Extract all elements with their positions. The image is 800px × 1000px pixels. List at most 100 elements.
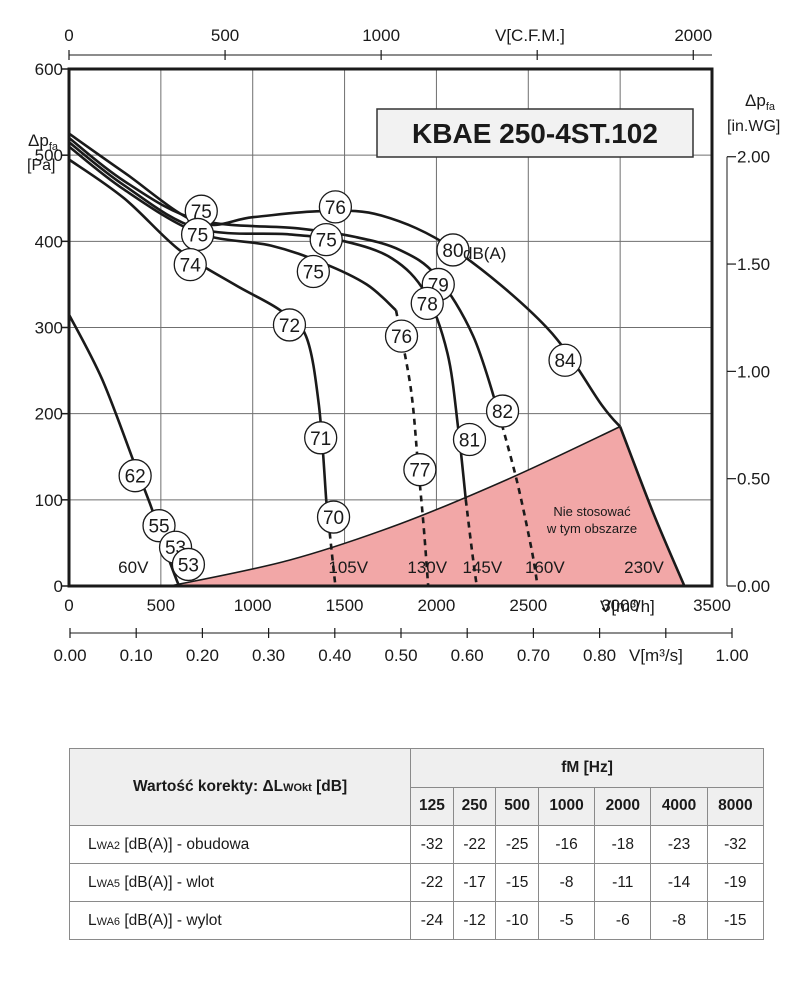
voltage-label: 105V: [328, 558, 368, 577]
row-label-text: [dB(A)] - obudowa: [120, 835, 250, 853]
corner-unit: [dB]: [311, 778, 348, 795]
row-label-text: [dB(A)] - wylot: [120, 911, 222, 929]
table-cell: -32: [706, 825, 765, 864]
x-tick-label: 2500: [509, 596, 547, 615]
row-label-text: [dB(A)] - wlot: [120, 873, 214, 891]
table-row: LWA6 [dB(A)] - wylot -24 -12 -10 -5 -6 -…: [68, 901, 765, 940]
y-right-sub: fa: [766, 101, 776, 113]
freq-cell: 250: [452, 786, 497, 826]
x-ms-tick-label: 0.20: [186, 646, 219, 665]
db-marker-circle: [272, 308, 307, 342]
x-top-tick-label: 500: [211, 26, 239, 45]
x-tick-label: 3000: [601, 596, 639, 615]
table-cell: -15: [706, 901, 765, 940]
correction-table: Wartość korekty: ΔLWOkt [dB] fM [Hz] 125…: [68, 748, 765, 940]
table-cell: -15: [495, 863, 539, 902]
db-marker-circle: [171, 547, 206, 582]
table-cell: -6: [594, 901, 652, 940]
row-label-sub: WA2: [96, 839, 121, 852]
db-marker-circle: [548, 343, 582, 377]
y-right-tick-label: 2.00: [737, 148, 770, 167]
freq-cell: 4000: [650, 786, 708, 826]
y-tick-label: 600: [35, 60, 63, 79]
db-marker-circle: [309, 222, 343, 257]
table-cell: -11: [594, 863, 652, 902]
y-tick-label: 300: [35, 319, 63, 338]
fan-curve: [67, 314, 181, 587]
db-marker-circle: [384, 319, 419, 353]
y-axis-left-label: Δpfa: [28, 131, 59, 153]
x-tick-label: 500: [147, 596, 175, 615]
db-marker-circle: [296, 254, 330, 289]
y-axis-right-unit: [in.WG]: [727, 118, 780, 135]
db-marker-circle: [485, 394, 520, 428]
row-label-prefix: L: [88, 911, 97, 929]
fan-curve: [68, 141, 468, 500]
x-ms-tick-label: 0.10: [120, 646, 153, 665]
freq-cell: 8000: [706, 786, 765, 826]
table-cell: -24: [410, 901, 454, 940]
db-marker-circle: [436, 233, 470, 267]
chart-axes: 0 500 1000 1500 2000 2500 3000 3500 0 100 200 300 40…: [35, 26, 770, 665]
fan-curve-dashed: [464, 499, 479, 587]
freq-header: fM [Hz]: [410, 748, 764, 788]
x-ms-tick-label: 0.30: [252, 646, 285, 665]
region-label-line2: w tym obszarze: [546, 521, 637, 536]
voltage-label: 230V: [624, 558, 664, 577]
db-marker-label: 74: [180, 256, 202, 277]
table-cell: -18: [594, 825, 652, 864]
table-cell: -19: [706, 863, 765, 902]
fan-curve: [68, 145, 397, 312]
corner-label: Wartość korekty: ΔL: [132, 778, 284, 795]
row-label: LWA2 [dB(A)] - obudowa: [68, 825, 412, 864]
db-marker-label: 81: [459, 431, 480, 452]
db-marker-circle: [318, 190, 353, 224]
x-ms-tick-label: 0.60: [451, 646, 484, 665]
y-right-tick-label: 0.00: [737, 577, 770, 596]
voltage-label: 60V: [118, 558, 149, 577]
x-axis-ms-label: V[m³/s]: [629, 646, 683, 665]
table-cell: -22: [452, 825, 497, 864]
row-label-sub: WA5: [96, 877, 121, 890]
db-marker-label: 75: [187, 225, 208, 246]
db-marker-label: 62: [125, 467, 146, 488]
x-tick-label: 2000: [418, 596, 456, 615]
db-marker-label: 71: [310, 429, 331, 450]
voltage-label: 145V: [463, 558, 503, 577]
x-ms-tick-label: 0.00: [53, 646, 86, 665]
region-label-line1: Nie stosować: [553, 504, 631, 519]
x-tick-label: 0: [64, 596, 73, 615]
db-marker-label: 76: [391, 327, 412, 348]
table-cell: -25: [495, 825, 539, 864]
freq-cell: 500: [495, 786, 539, 826]
fan-performance-chart: 60V 105V 130V 145V 160V 230V 0 500 1000 1500 2000…: [27, 26, 780, 665]
db-marker-circle: [403, 453, 437, 487]
db-marker-label: 77: [409, 461, 430, 482]
x-top-tick-label: 2000: [674, 26, 712, 45]
y-tick-label: 0: [54, 577, 63, 596]
forbidden-region: [169, 425, 685, 587]
fan-curve: [68, 136, 501, 415]
y-tick-label: 200: [35, 405, 63, 424]
y-tick-label: 100: [35, 491, 63, 510]
db-marker-label: 75: [316, 231, 337, 252]
table-cell: -22: [410, 863, 454, 902]
row-label-sub: WA6: [96, 915, 121, 928]
x-top-tick-label: 0: [64, 26, 73, 45]
table-cell: -5: [537, 901, 596, 940]
y-left-sub: fa: [49, 141, 59, 153]
x-ms-tick-label: 0.40: [318, 646, 351, 665]
forbidden-region-fill: [170, 426, 685, 586]
db-marker-circle: [304, 421, 338, 455]
db-marker-circle: [316, 500, 351, 534]
limit-curve: [169, 425, 621, 587]
table-row: LWA5 [dB(A)] - wlot -22 -17 -15 -8 -11 -…: [68, 863, 765, 902]
x-ms-tick-label: 0.80: [583, 646, 616, 665]
db-marker-label: 80: [442, 241, 463, 262]
chart-title-box: [376, 108, 694, 158]
table-cell: -14: [650, 863, 708, 902]
fan-curve: [618, 426, 686, 587]
table-cell: -8: [537, 863, 596, 902]
table-cell: -8: [650, 901, 708, 940]
db-marker-label: 78: [417, 294, 438, 315]
